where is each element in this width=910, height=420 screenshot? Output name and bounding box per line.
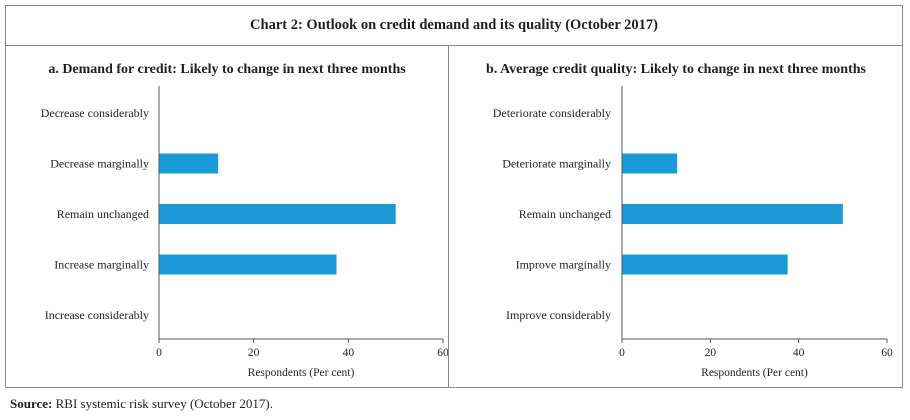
bar: [159, 153, 219, 174]
bar: [159, 254, 337, 275]
source-note: Source: RBI systemic risk survey (Octobe…: [10, 396, 273, 412]
x-axis-label: Respondents (Per cent): [701, 367, 808, 379]
category-label: Increase considerably: [45, 308, 149, 322]
panel-credit-quality: b. Average credit quality: Likely to cha…: [448, 46, 902, 387]
x-tick-label: 0: [619, 347, 625, 359]
panel-title: b. Average credit quality: Likely to cha…: [486, 62, 866, 77]
chart-frame: Chart 2: Outlook on credit demand and it…: [5, 5, 903, 388]
category-label: Increase marginally: [54, 258, 149, 272]
demand-bar-chart: a. Demand for credit: Likely to change i…: [41, 62, 449, 379]
x-axis-label: Respondents (Per cent): [248, 367, 355, 379]
bar: [622, 153, 678, 174]
x-tick-label: 40: [343, 347, 355, 359]
category-label: Improve considerably: [506, 308, 611, 322]
category-label: Deteriorate considerably: [493, 106, 611, 120]
source-label: Source:: [10, 396, 53, 411]
x-tick-label: 0: [156, 347, 162, 359]
category-label: Decrease marginally: [50, 157, 149, 171]
bar: [622, 204, 843, 224]
x-tick-label: 60: [437, 347, 449, 359]
panel-title: a. Demand for credit: Likely to change i…: [48, 62, 406, 77]
quality-bar-chart: b. Average credit quality: Likely to cha…: [486, 62, 893, 379]
category-label: Decrease considerably: [41, 106, 149, 120]
category-label: Remain unchanged: [519, 207, 611, 221]
chart-title: Chart 2: Outlook on credit demand and it…: [6, 6, 902, 46]
category-label: Remain unchanged: [57, 207, 149, 221]
x-tick-label: 60: [881, 347, 893, 359]
source-text: RBI systemic risk survey (October 2017).: [52, 396, 273, 411]
x-tick-label: 20: [248, 347, 260, 359]
bar: [622, 254, 788, 275]
category-label: Deteriorate marginally: [502, 157, 611, 171]
x-tick-label: 20: [705, 347, 717, 359]
x-tick-label: 40: [793, 347, 805, 359]
bar: [159, 204, 396, 224]
category-label: Improve marginally: [516, 258, 611, 272]
panel-demand-for-credit: a. Demand for credit: Likely to change i…: [6, 46, 449, 387]
